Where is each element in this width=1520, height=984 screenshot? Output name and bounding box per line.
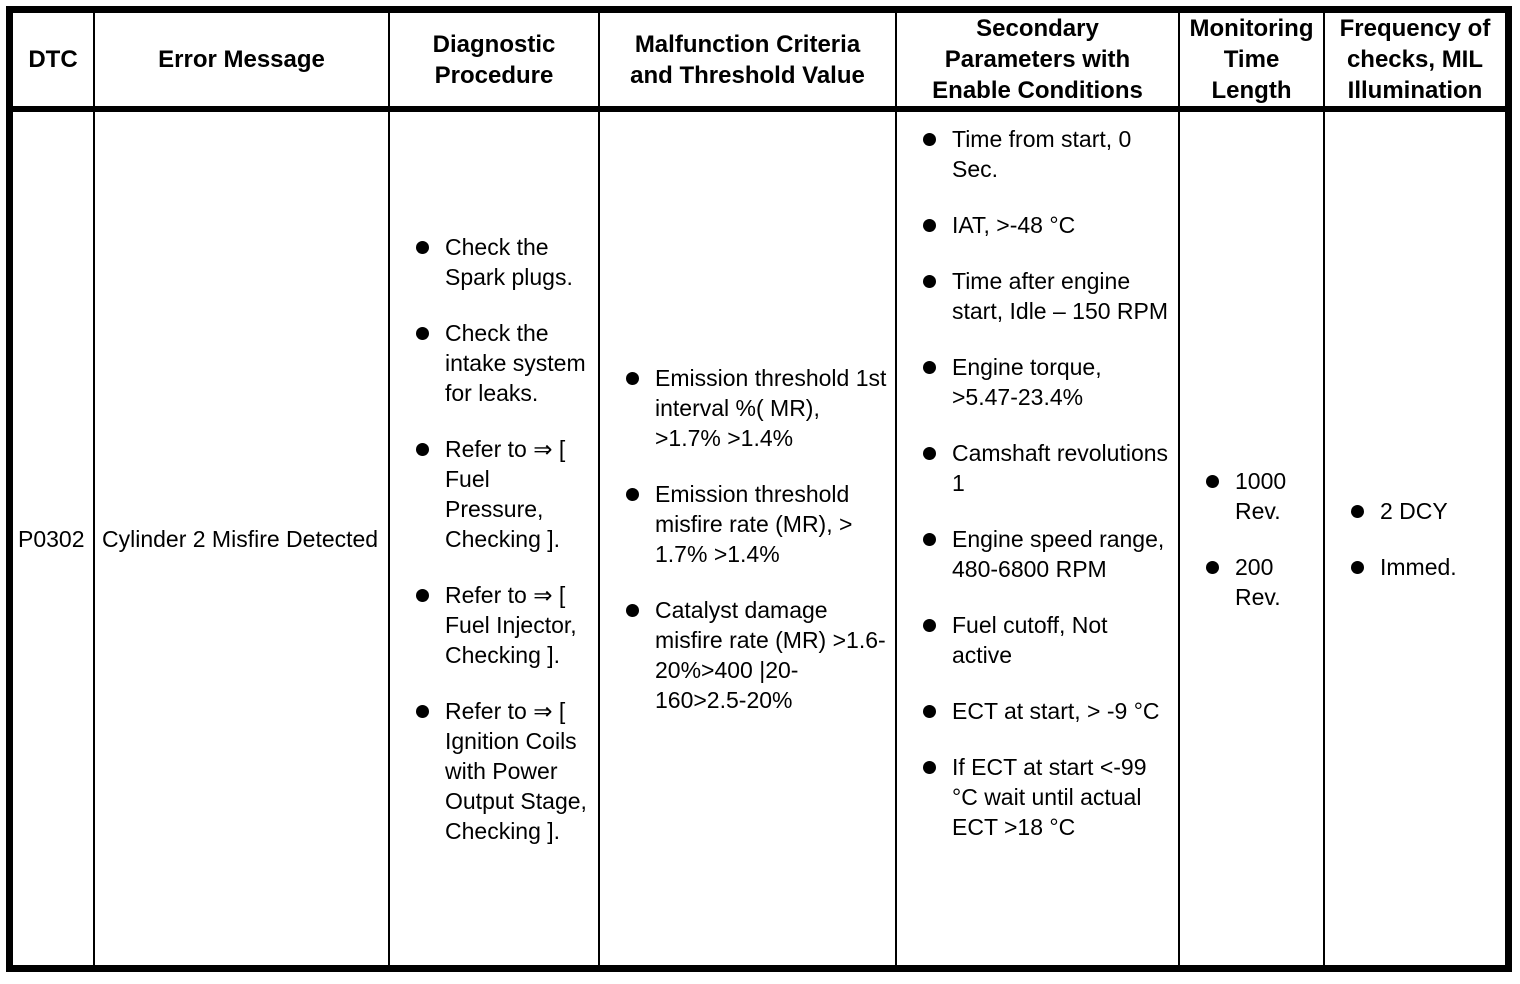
cell-error-message: Cylinder 2 Misfire Detected [95,112,390,965]
criteria-item: Emission threshold 1st interval %( MR), … [600,363,895,453]
bullet-icon [1351,504,1364,518]
monitoring-item-text: 200 Rev. [1235,553,1281,610]
cell-malfunction-criteria: Emission threshold 1st interval %( MR), … [600,112,897,965]
parameter-item-text: If ECT at start <-99 °C wait until actua… [952,754,1147,840]
cell-secondary-parameters: Time from start, 0 Sec. IAT, >-48 °C Tim… [897,112,1180,965]
parameter-item-text: IAT, >-48 °C [952,212,1076,238]
parameter-item-text: Fuel cutoff, Not active [952,612,1108,668]
column-header-diagnostic-procedure: Diagnostic Procedure [390,13,600,112]
bullet-icon [923,533,936,546]
parameter-item-text: Time from start, 0 Sec. [952,126,1132,182]
parameter-item: ECT at start, > -9 °C [897,696,1178,726]
bullet-icon [416,240,429,254]
parameter-item: Engine torque, >5.47-23.4% [897,352,1178,412]
error-message-text: Cylinder 2 Misfire Detected [102,525,379,552]
column-header-malfunction-criteria: Malfunction Criteria and Threshold Value [600,13,897,112]
bullet-icon [626,603,639,617]
diagnostic-step: Check the Spark plugs. [390,232,598,292]
parameter-item: Time after engine start, Idle – 150 RPM [897,266,1178,326]
bullet-icon [626,487,639,501]
monitoring-item-text: 1000 Rev. [1235,467,1287,524]
bullet-icon [416,326,429,340]
column-header-dtc: DTC [13,13,95,112]
bullet-icon [923,705,936,718]
bullet-icon [923,761,936,774]
dtc-code: P0302 [18,525,85,552]
criteria-item-text: Emission threshold 1st interval %( MR), … [655,364,887,451]
diagnostic-step: Check the intake system for leaks. [390,318,598,408]
parameter-item-text: Engine torque, >5.47-23.4% [952,354,1102,410]
bullet-icon [923,361,936,374]
bullet-icon [923,275,936,288]
cell-frequency: 2 DCY Immed. [1325,112,1505,965]
bullet-icon [923,619,936,632]
diagnostic-step-text: Check the Spark plugs. [445,233,573,290]
diagnostic-step: Refer to ⇒ [ Ignition Coils with Power O… [390,696,598,846]
diagnostic-step-text: Refer to ⇒ [ Fuel Pressure, Checking ]. [445,435,566,552]
parameter-item: Engine speed range, 480-6800 RPM [897,524,1178,584]
bullet-icon [626,371,639,385]
parameter-item: Time from start, 0 Sec. [897,124,1178,184]
bullet-icon [1206,474,1219,488]
monitoring-item: 200 Rev. [1180,552,1323,612]
parameter-item-text: Time after engine start, Idle – 150 RPM [952,268,1169,324]
criteria-item: Catalyst damage misfire rate (MR) >1.6-2… [600,595,895,715]
parameter-item-text: ECT at start, > -9 °C [952,698,1160,724]
criteria-item-text: Catalyst damage misfire rate (MR) >1.6-2… [655,596,886,713]
cell-dtc: P0302 [13,112,95,965]
parameter-item: If ECT at start <-99 °C wait until actua… [897,752,1178,842]
frequency-item: Immed. [1325,552,1505,582]
column-header-error-message: Error Message [95,13,390,112]
bullet-icon [1206,560,1219,574]
dtc-table: DTC Error Message Diagnostic Procedure M… [6,6,1512,972]
parameter-item-text: Engine speed range, 480-6800 RPM [952,526,1165,582]
bullet-icon [416,704,429,718]
diagnostic-step: Refer to ⇒ [ Fuel Pressure, Checking ]. [390,434,598,554]
bullet-icon [923,133,936,146]
bullet-icon [923,219,936,232]
parameter-item-text: Camshaft revolutions 1 [952,440,1169,496]
diagnostic-step-text: Refer to ⇒ [ Fuel Injector, Checking ]. [445,581,577,668]
column-header-secondary-parameters: Secondary Parameters with Enable Conditi… [897,13,1180,112]
cell-monitoring-time: 1000 Rev. 200 Rev. [1180,112,1325,965]
column-header-frequency: Frequency of checks, MIL Illumination [1325,13,1505,112]
criteria-item-text: Emission threshold misfire rate (MR), > … [655,480,853,567]
parameter-item: Camshaft revolutions 1 [897,438,1178,498]
frequency-item-text: Immed. [1380,553,1457,580]
diagnostic-step-text: Check the intake system for leaks. [445,319,586,406]
parameter-item: Fuel cutoff, Not active [897,610,1178,670]
bullet-icon [416,588,429,602]
column-header-monitoring-time: Monitoring Time Length [1180,13,1325,112]
bullet-icon [416,442,429,456]
bullet-icon [1351,560,1364,574]
frequency-item: 2 DCY [1325,496,1505,526]
diagnostic-step: Refer to ⇒ [ Fuel Injector, Checking ]. [390,580,598,670]
monitoring-item: 1000 Rev. [1180,466,1323,526]
diagnostic-step-text: Refer to ⇒ [ Ignition Coils with Power O… [445,697,587,844]
criteria-item: Emission threshold misfire rate (MR), > … [600,479,895,569]
frequency-item-text: 2 DCY [1380,497,1448,524]
bullet-icon [923,447,936,460]
cell-diagnostic-procedure: Check the Spark plugs. Check the intake … [390,112,600,965]
parameter-item: IAT, >-48 °C [897,210,1178,240]
